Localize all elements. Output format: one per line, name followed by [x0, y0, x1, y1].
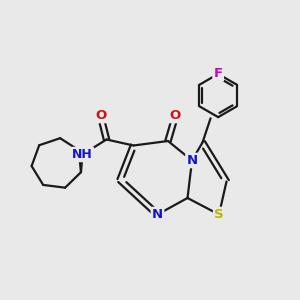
Text: F: F: [214, 68, 223, 80]
Text: O: O: [95, 109, 106, 122]
Text: S: S: [214, 208, 224, 221]
Text: N: N: [152, 208, 163, 221]
Text: NH: NH: [72, 148, 93, 161]
Text: O: O: [170, 109, 181, 122]
Text: N: N: [186, 154, 198, 167]
